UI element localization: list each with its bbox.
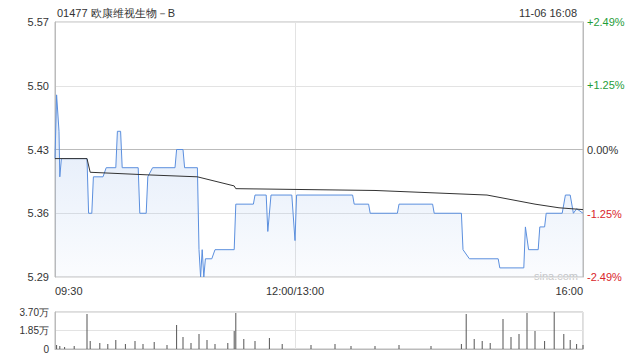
- svg-text:+1.25%: +1.25%: [587, 79, 625, 91]
- svg-text:-2.49%: -2.49%: [587, 271, 622, 283]
- svg-text:3.70万: 3.70万: [20, 307, 49, 318]
- svg-text:12:00/13:00: 12:00/13:00: [266, 285, 324, 297]
- svg-text:01477 欧康维视生物－B: 01477 欧康维视生物－B: [57, 7, 175, 19]
- svg-text:+2.49%: +2.49%: [587, 16, 625, 28]
- svg-text:0.00%: 0.00%: [587, 144, 618, 156]
- svg-text:16:00: 16:00: [555, 285, 583, 297]
- svg-text:5.36: 5.36: [28, 207, 49, 219]
- svg-text:5.43: 5.43: [28, 144, 49, 156]
- svg-text:1.85万: 1.85万: [20, 325, 49, 336]
- svg-text:5.29: 5.29: [28, 271, 49, 283]
- svg-text:5.57: 5.57: [28, 16, 49, 28]
- svg-text:-1.25%: -1.25%: [587, 208, 622, 220]
- svg-text:11-06 16:08: 11-06 16:08: [519, 7, 577, 19]
- svg-text:0: 0: [43, 344, 49, 355]
- svg-text:09:30: 09:30: [55, 285, 83, 297]
- svg-text:5.50: 5.50: [28, 80, 49, 92]
